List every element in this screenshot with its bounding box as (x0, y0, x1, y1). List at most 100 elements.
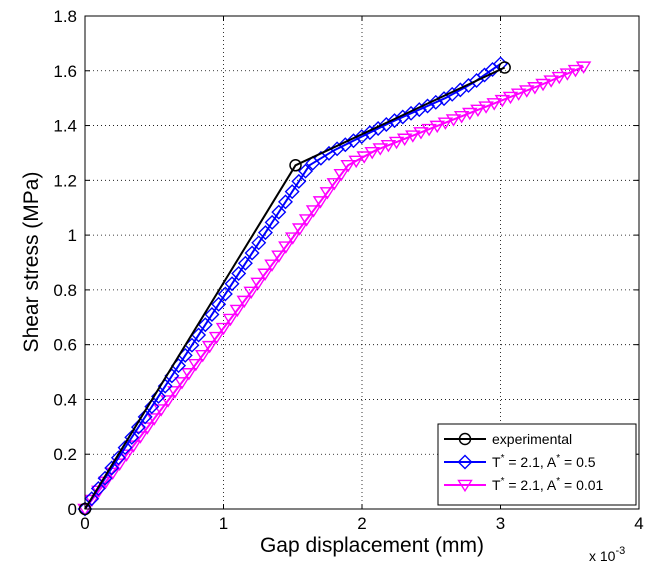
series-marker (153, 404, 169, 417)
series-marker (289, 159, 302, 172)
series-marker (494, 94, 511, 108)
series-marker (264, 259, 280, 272)
x-tick-label: 1 (219, 514, 228, 533)
series-marker (174, 377, 190, 390)
legend-label-superscript: * (501, 453, 505, 464)
y-tick-label: 1.2 (53, 171, 77, 190)
series-marker (421, 123, 437, 137)
series-marker (181, 368, 197, 381)
series-marker (146, 413, 163, 426)
x-tick-label: 2 (357, 514, 366, 533)
series-marker (104, 460, 120, 476)
y-tick-label: 1.8 (53, 7, 77, 26)
series-marker (110, 450, 126, 466)
series-marker (453, 111, 470, 124)
series-marker (224, 276, 240, 292)
y-tick-label: 0.8 (53, 281, 77, 300)
series-marker (348, 155, 364, 169)
series-marker (160, 395, 176, 408)
series-marker (395, 109, 411, 125)
series-marker (470, 104, 486, 118)
series-marker (237, 255, 253, 271)
legend-label-superscript: * (501, 476, 505, 487)
series-marker (111, 458, 128, 471)
y-tick-label: 0.2 (53, 445, 77, 464)
x-tick-label: 4 (634, 514, 643, 533)
series-marker (405, 130, 421, 143)
series-marker (191, 327, 207, 343)
series-marker (90, 481, 106, 497)
y-tick-label: 0 (68, 500, 77, 519)
series-marker (411, 102, 427, 118)
grid (85, 16, 639, 509)
series-marker (204, 306, 220, 322)
series-marker (387, 113, 403, 129)
series-marker (305, 205, 322, 218)
series-marker (264, 214, 280, 230)
y-tick-label: 0.6 (53, 336, 77, 355)
x-multiplier: x 10-3 (589, 545, 625, 564)
series-marker (208, 331, 225, 345)
series-marker (167, 386, 183, 399)
ticks (84, 15, 640, 510)
series-marker (84, 494, 100, 508)
x-tick-label: 0 (80, 514, 89, 533)
series-marker (372, 143, 389, 156)
series-marker (502, 91, 519, 105)
legend-label: T* = 2.1, A* = 0.01 (492, 476, 604, 493)
legend-label-part: = 2.1, A (504, 477, 556, 493)
series-marker (277, 194, 293, 210)
series-marker (567, 64, 584, 78)
series-marker (215, 322, 232, 336)
y-axis-label: Shear stress (MPa) (20, 172, 43, 353)
legend-label-part: T (492, 454, 501, 470)
legend-entry-0: experimental (444, 431, 572, 447)
series-marker (137, 409, 153, 425)
series-marker (271, 250, 287, 263)
legend-label-part: T (492, 477, 501, 493)
series-marker (201, 340, 218, 354)
series-marker (194, 349, 211, 363)
series-marker (291, 173, 307, 189)
series-marker (257, 225, 273, 241)
y-tick-label: 1.4 (53, 117, 77, 136)
series-marker (535, 78, 551, 92)
series-marker (250, 277, 266, 291)
tick-labels: 0 1 2 3 4 0 0.2 0.4 0.6 0.8 1 1.2 1.4 1.6 1.8 (53, 7, 643, 533)
series-marker (420, 98, 436, 114)
series-marker (498, 61, 511, 74)
series-marker (211, 296, 227, 312)
legend-swatch-marker (458, 432, 472, 446)
series-marker (478, 101, 494, 114)
series-marker (551, 71, 568, 85)
x-axis-label: Gap displacement (mm) (260, 534, 484, 557)
series-marker (231, 266, 247, 282)
series-marker (229, 304, 246, 318)
series-marker (298, 163, 314, 179)
series-marker (340, 160, 356, 173)
series-marker (84, 491, 100, 507)
series-marker (388, 136, 405, 150)
series-marker (284, 184, 300, 200)
series-marker (312, 196, 329, 209)
series-marker (486, 98, 502, 111)
series-marker (285, 232, 301, 245)
legend-label: experimental (492, 431, 572, 447)
series-marker (278, 241, 294, 254)
series-marker (326, 178, 343, 191)
series-marker (510, 88, 527, 101)
series-marker (364, 146, 380, 160)
legend-label: T* = 2.1, A* = 0.5 (492, 453, 596, 470)
series-marker (124, 429, 140, 445)
legend-entry-2: T* = 2.1, A* = 0.01 (444, 476, 604, 493)
legend-label-superscript: * (556, 476, 560, 487)
series-marker (575, 61, 592, 74)
legend-swatch-marker (457, 479, 473, 493)
series-marker (188, 359, 204, 372)
series-marker (356, 151, 372, 164)
series-marker (130, 419, 146, 435)
legend-label-part: = 2.1, A (504, 454, 556, 470)
series-marker (217, 286, 233, 302)
series-marker (543, 75, 559, 88)
series-marker (298, 214, 315, 227)
